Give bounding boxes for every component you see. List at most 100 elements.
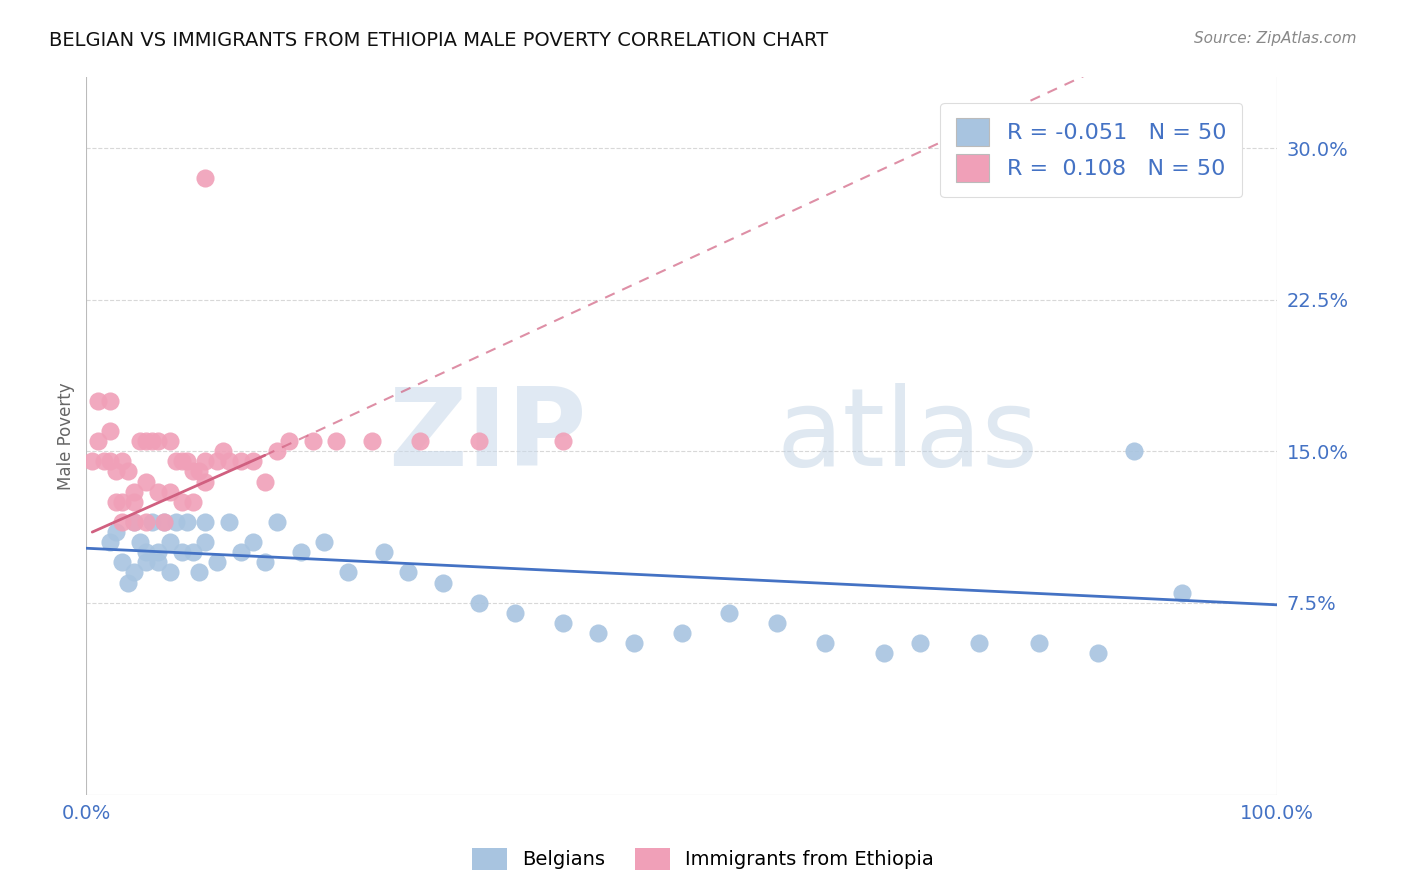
Point	[135, 555, 157, 569]
Text: atlas: atlas	[778, 383, 1039, 489]
Point	[188, 465, 211, 479]
Point	[314, 535, 336, 549]
Point	[159, 484, 181, 499]
Point	[159, 434, 181, 449]
Point	[301, 434, 323, 449]
Point	[105, 525, 128, 540]
Point	[229, 454, 252, 468]
Point	[159, 566, 181, 580]
Point	[98, 393, 121, 408]
Point	[277, 434, 299, 449]
Point	[165, 454, 187, 468]
Point	[718, 606, 741, 620]
Point	[873, 646, 896, 660]
Point	[152, 515, 174, 529]
Point	[969, 636, 991, 650]
Point	[152, 515, 174, 529]
Point	[176, 515, 198, 529]
Point	[105, 465, 128, 479]
Point	[337, 566, 360, 580]
Point	[117, 575, 139, 590]
Point	[128, 535, 150, 549]
Point	[207, 454, 229, 468]
Point	[141, 515, 163, 529]
Point	[122, 495, 145, 509]
Point	[194, 475, 217, 489]
Point	[183, 465, 205, 479]
Point	[432, 575, 454, 590]
Point	[242, 454, 264, 468]
Point	[218, 454, 240, 468]
Point	[503, 606, 526, 620]
Point	[111, 454, 134, 468]
Point	[135, 475, 157, 489]
Point	[290, 545, 312, 559]
Point	[141, 434, 163, 449]
Point	[671, 626, 693, 640]
Legend: Belgians, Immigrants from Ethiopia: Belgians, Immigrants from Ethiopia	[464, 839, 942, 878]
Point	[325, 434, 347, 449]
Point	[165, 515, 187, 529]
Point	[396, 566, 419, 580]
Point	[122, 566, 145, 580]
Point	[146, 555, 169, 569]
Text: ZIP: ZIP	[388, 383, 586, 489]
Point	[183, 495, 205, 509]
Point	[122, 515, 145, 529]
Point	[111, 555, 134, 569]
Point	[1087, 646, 1109, 660]
Point	[1028, 636, 1050, 650]
Point	[468, 596, 491, 610]
Point	[266, 444, 288, 458]
Point	[766, 615, 789, 630]
Point	[188, 566, 211, 580]
Point	[98, 454, 121, 468]
Point	[176, 454, 198, 468]
Point	[146, 484, 169, 499]
Point	[122, 484, 145, 499]
Point	[408, 434, 430, 449]
Point	[122, 515, 145, 529]
Legend: R = -0.051   N = 50, R =  0.108   N = 50: R = -0.051 N = 50, R = 0.108 N = 50	[941, 103, 1241, 197]
Point	[159, 535, 181, 549]
Point	[813, 636, 835, 650]
Point	[135, 545, 157, 559]
Text: BELGIAN VS IMMIGRANTS FROM ETHIOPIA MALE POVERTY CORRELATION CHART: BELGIAN VS IMMIGRANTS FROM ETHIOPIA MALE…	[49, 31, 828, 50]
Point	[253, 555, 276, 569]
Point	[1170, 585, 1192, 599]
Point	[146, 545, 169, 559]
Point	[87, 393, 110, 408]
Point	[1123, 444, 1146, 458]
Point	[135, 434, 157, 449]
Point	[170, 495, 193, 509]
Point	[105, 495, 128, 509]
Point	[212, 444, 235, 458]
Point	[229, 545, 252, 559]
Point	[266, 515, 288, 529]
Point	[361, 434, 384, 449]
Point	[87, 434, 110, 449]
Point	[194, 454, 217, 468]
Point	[117, 465, 139, 479]
Point	[253, 475, 276, 489]
Point	[183, 545, 205, 559]
Point	[468, 434, 491, 449]
Point	[194, 171, 217, 186]
Point	[170, 545, 193, 559]
Point	[551, 434, 574, 449]
Point	[82, 454, 104, 468]
Point	[373, 545, 395, 559]
Point	[207, 555, 229, 569]
Point	[146, 434, 169, 449]
Point	[98, 424, 121, 438]
Point	[111, 515, 134, 529]
Point	[908, 636, 931, 650]
Y-axis label: Male Poverty: Male Poverty	[58, 383, 75, 490]
Point	[128, 434, 150, 449]
Point	[623, 636, 645, 650]
Point	[242, 535, 264, 549]
Point	[194, 535, 217, 549]
Point	[588, 626, 610, 640]
Point	[111, 495, 134, 509]
Point	[218, 515, 240, 529]
